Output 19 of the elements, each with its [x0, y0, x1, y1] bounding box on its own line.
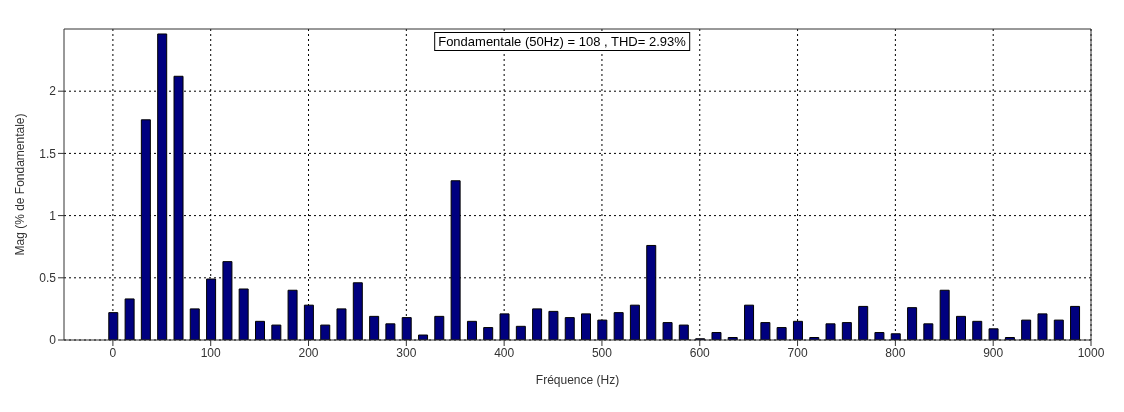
y-tick-label: 0.5 — [39, 271, 57, 286]
x-tick-label: 1000 — [1077, 345, 1105, 360]
x-tick-label: 900 — [983, 345, 1004, 360]
x-axis-title: Fréquence (Hz) — [535, 373, 620, 387]
y-tick-label: 2 — [49, 84, 57, 99]
x-tick-label: 100 — [200, 345, 222, 360]
y-tick-label: 1 — [49, 208, 57, 223]
x-tick-label: 200 — [298, 345, 319, 360]
x-tick-label: 500 — [591, 345, 613, 360]
x-tick-label: 300 — [396, 345, 417, 360]
y-tick-label: 0 — [49, 333, 57, 348]
x-tick-label: 400 — [494, 345, 515, 360]
y-tick-label: 1.5 — [39, 146, 57, 161]
x-tick-label: 700 — [787, 345, 808, 360]
x-tick-label: 600 — [689, 345, 711, 360]
y-axis-title: Mag (% de Fondamentale) — [13, 113, 28, 256]
annotation: Fondamentale (50Hz) = 108 , THD= 2.93% — [434, 32, 690, 51]
x-tick-label: 0 — [109, 345, 117, 360]
x-tick-label: 800 — [885, 345, 906, 360]
